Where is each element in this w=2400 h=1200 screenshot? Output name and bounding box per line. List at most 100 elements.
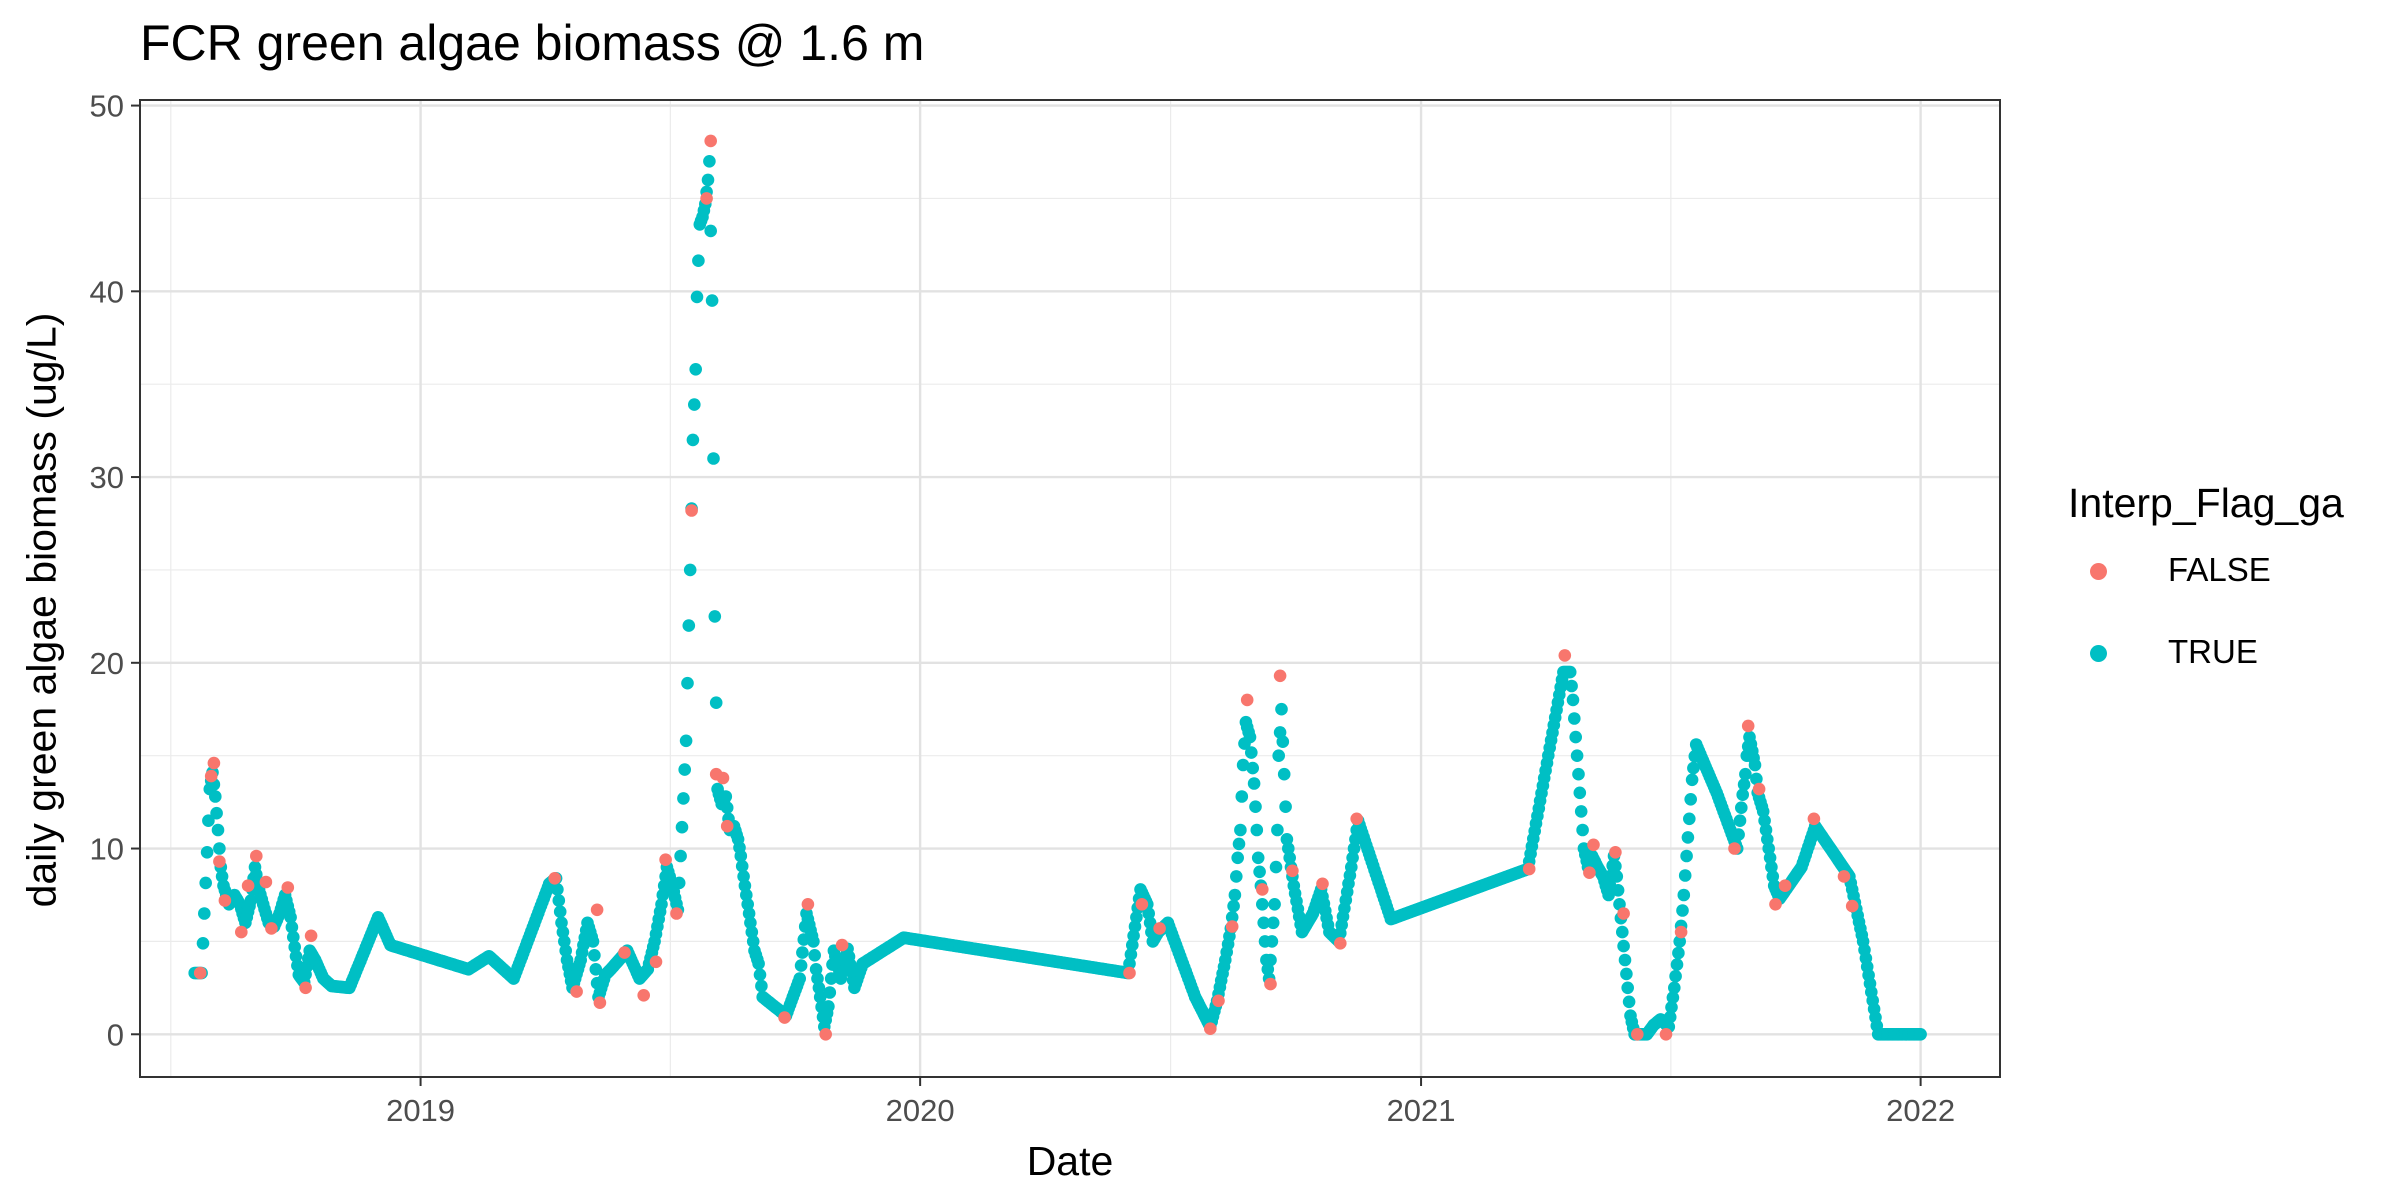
point-true-794 — [1275, 702, 1288, 716]
point-false-0 — [193, 966, 207, 980]
point-false-44 — [1334, 937, 1347, 950]
point-true-381 — [709, 696, 723, 709]
point-true-8 — [199, 876, 212, 890]
point-true-697 — [1142, 907, 1155, 920]
point-true-1093 — [1684, 793, 1697, 806]
point-true-761 — [1230, 870, 1243, 883]
x-tick-label-3: 2022 — [1886, 1093, 1955, 1128]
point-true-1043 — [1616, 925, 1629, 939]
point-true-266 — [552, 894, 566, 907]
point-true-1261 — [1914, 1028, 1927, 1041]
point-true-1047 — [1621, 981, 1634, 995]
point-true-1090 — [1680, 849, 1693, 863]
point-true-291 — [586, 935, 600, 948]
point-true-70 — [284, 911, 297, 924]
point-true-7 — [198, 907, 211, 920]
point-true-1014 — [1576, 823, 1589, 837]
point-true-1140 — [1748, 758, 1762, 772]
point-false-27 — [720, 819, 734, 833]
series-false — [193, 134, 1859, 1041]
panel-border — [139, 99, 2001, 1078]
point-true-6 — [196, 937, 210, 950]
point-true-1130 — [1735, 801, 1748, 814]
point-false-38 — [1240, 693, 1254, 707]
point-false-18 — [637, 989, 650, 1002]
point-true-1040 — [1611, 884, 1625, 897]
point-false-16 — [593, 996, 607, 1009]
point-true-764 — [1234, 823, 1247, 837]
point-true-41 — [244, 894, 258, 907]
point-true-788 — [1266, 916, 1280, 930]
point-true-1151 — [1763, 851, 1777, 865]
point-true-9 — [200, 846, 214, 859]
point-true-442 — [793, 972, 806, 985]
point-true-405 — [742, 907, 756, 920]
point-true-765 — [1235, 790, 1249, 803]
y-tick-label-5: 50 — [90, 89, 124, 124]
point-true-1008 — [1568, 712, 1581, 725]
point-true-797 — [1279, 800, 1292, 813]
point-true-1152 — [1765, 860, 1778, 874]
point-false-6 — [241, 879, 255, 892]
point-true-402 — [738, 879, 752, 892]
point-true-365 — [688, 398, 701, 411]
point-false-51 — [1617, 907, 1630, 920]
point-false-30 — [819, 1028, 832, 1041]
point-false-26 — [716, 771, 730, 785]
point-false-40 — [1264, 977, 1277, 991]
point-false-50 — [1609, 846, 1622, 859]
point-true-368 — [692, 254, 705, 267]
y-tick-label-0: 0 — [107, 1017, 124, 1052]
point-true-358 — [678, 763, 691, 776]
point-true-1092 — [1683, 812, 1696, 826]
point-true-1082 — [1669, 969, 1682, 983]
point-true-1094 — [1685, 773, 1699, 787]
point-true-17 — [211, 823, 225, 837]
point-true-759 — [1227, 899, 1240, 913]
point-true-766 — [1236, 758, 1250, 772]
point-false-10 — [281, 881, 295, 894]
legend-item-false: FALSE — [2068, 537, 2344, 609]
point-true-362 — [683, 563, 697, 577]
point-true-367 — [690, 290, 704, 304]
point-false-33 — [1135, 898, 1149, 911]
point-true-773 — [1246, 761, 1259, 775]
point-false-57 — [1752, 782, 1766, 796]
x-axis-label: Date — [1026, 1138, 1114, 1184]
point-true-1129 — [1733, 814, 1747, 827]
point-false-7 — [249, 849, 263, 863]
point-true-360 — [681, 676, 694, 690]
point-true-376 — [703, 155, 716, 168]
point-true-775 — [1249, 800, 1262, 813]
point-true-71 — [285, 920, 299, 934]
point-true-457 — [813, 990, 827, 1004]
point-true-698 — [1143, 916, 1157, 930]
point-false-48 — [1583, 866, 1596, 879]
point-true-846 — [1346, 851, 1359, 865]
point-false-3 — [213, 855, 226, 868]
point-true-74 — [289, 950, 303, 963]
point-true-1083 — [1670, 958, 1684, 971]
point-true-18 — [213, 842, 226, 855]
point-true-1011 — [1572, 767, 1585, 781]
point-true-452 — [807, 935, 820, 948]
point-true-1153 — [1766, 870, 1780, 883]
point-true-1010 — [1570, 749, 1584, 762]
point-true-1128 — [1732, 828, 1745, 841]
point-true-1147 — [1758, 814, 1771, 827]
point-false-13 — [548, 872, 561, 885]
point-true-341 — [655, 898, 668, 911]
chart-title: FCR green algae biomass @ 1.6 m — [140, 15, 925, 71]
point-false-15 — [590, 903, 604, 917]
point-true-799 — [1282, 842, 1295, 855]
point-false-19 — [649, 955, 663, 969]
point-true-1033 — [1602, 888, 1615, 902]
point-false-31 — [835, 938, 849, 952]
point-true-453 — [808, 949, 821, 962]
point-true-795 — [1276, 735, 1290, 748]
point-true-684 — [1124, 948, 1138, 961]
point-true-780 — [1256, 898, 1269, 911]
point-true-1146 — [1756, 805, 1770, 818]
point-false-42 — [1286, 864, 1299, 878]
point-true-359 — [679, 734, 693, 748]
